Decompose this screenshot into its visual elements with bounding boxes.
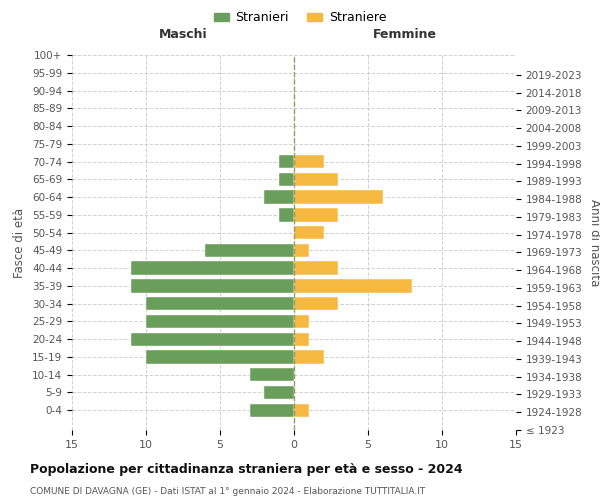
Bar [131,332,294,346]
Bar [294,332,309,346]
Text: Maschi: Maschi [158,28,208,41]
Text: Popolazione per cittadinanza straniera per età e sesso - 2024: Popolazione per cittadinanza straniera p… [30,462,463,475]
Bar [279,155,294,168]
Bar [279,172,294,186]
Bar [131,262,294,275]
Bar [294,297,338,310]
Bar [294,190,383,204]
Bar [294,244,309,257]
Bar [294,172,338,186]
Bar [294,226,323,239]
Bar [294,208,338,222]
Bar [294,404,309,417]
Bar [131,279,294,292]
Bar [294,155,323,168]
Bar [294,315,309,328]
Bar [205,244,294,257]
Bar [146,315,294,328]
Bar [146,297,294,310]
Bar [265,386,294,399]
Text: Femmine: Femmine [373,28,437,41]
Bar [250,404,294,417]
Text: COMUNE DI DAVAGNA (GE) - Dati ISTAT al 1° gennaio 2024 - Elaborazione TUTTITALIA: COMUNE DI DAVAGNA (GE) - Dati ISTAT al 1… [30,488,425,496]
Bar [294,262,338,275]
Bar [250,368,294,382]
Bar [294,350,323,364]
Bar [294,279,412,292]
Legend: Stranieri, Straniere: Stranieri, Straniere [209,6,391,29]
Y-axis label: Fasce di età: Fasce di età [13,208,26,278]
Bar [146,350,294,364]
Y-axis label: Anni di nascita: Anni di nascita [588,199,600,286]
Bar [265,190,294,204]
Bar [279,208,294,222]
